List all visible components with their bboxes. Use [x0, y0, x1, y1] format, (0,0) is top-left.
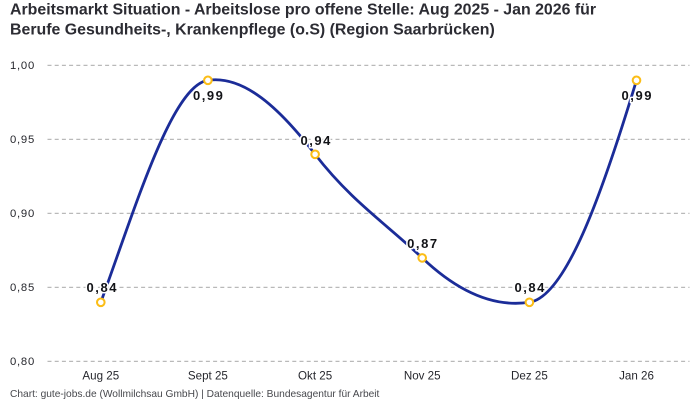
svg-text:Chart: gute-jobs.de (Wollmilch: Chart: gute-jobs.de (Wollmilchsau GmbH) … — [10, 389, 380, 400]
svg-text:Jan 26: Jan 26 — [619, 369, 654, 382]
svg-text:Sept 25: Sept 25 — [188, 369, 228, 382]
svg-text:0,87: 0,87 — [407, 236, 439, 251]
svg-text:Okt 25: Okt 25 — [298, 369, 332, 382]
svg-text:1,00: 1,00 — [10, 60, 35, 72]
svg-text:Berufe Gesundheits-, Krankenpf: Berufe Gesundheits-, Krankenpflege (o.S)… — [10, 22, 495, 39]
svg-text:0,94: 0,94 — [300, 133, 332, 148]
svg-text:Dez 25: Dez 25 — [511, 369, 548, 382]
svg-text:0,80: 0,80 — [10, 356, 35, 368]
svg-text:0,84: 0,84 — [87, 280, 119, 295]
svg-text:Nov 25: Nov 25 — [404, 369, 441, 382]
svg-text:0,84: 0,84 — [514, 280, 546, 295]
svg-text:0,99: 0,99 — [622, 88, 654, 103]
svg-text:Aug 25: Aug 25 — [82, 369, 119, 382]
svg-text:0,85: 0,85 — [10, 282, 35, 294]
svg-text:0,90: 0,90 — [10, 208, 35, 220]
svg-text:0,99: 0,99 — [193, 88, 225, 103]
svg-text:Arbeitsmarkt Situation - Arbei: Arbeitsmarkt Situation - Arbeitslose pro… — [10, 2, 596, 19]
svg-text:0,95: 0,95 — [10, 134, 35, 146]
